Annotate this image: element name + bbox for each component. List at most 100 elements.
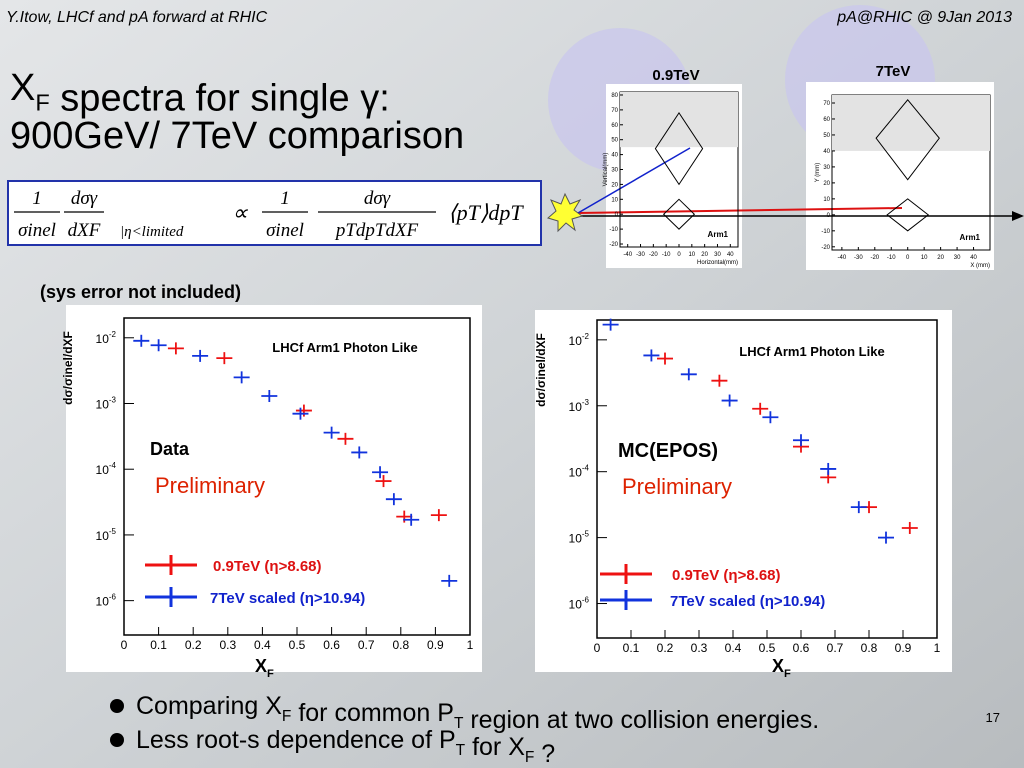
title-line2: 900GeV/ 7TeV comparison xyxy=(10,115,464,157)
y-tick-label: 50 xyxy=(823,133,830,139)
y-tick-label: 70 xyxy=(611,108,618,114)
formula-num: 1 xyxy=(280,188,290,209)
y-tick-label: 60 xyxy=(611,123,618,129)
formula-num: dσγ xyxy=(71,188,98,209)
tick-base: 10 xyxy=(569,466,583,480)
x-tick-label: -30 xyxy=(854,255,863,261)
y-tick-label: 10-4 xyxy=(569,464,590,480)
legend-label: 0.9TeV (η>8.68) xyxy=(672,567,781,584)
tick-base: 10 xyxy=(96,397,110,411)
x-tick-label: 0.1 xyxy=(623,641,640,655)
text-run: : xyxy=(379,78,390,120)
y-tick-label: 10-3 xyxy=(569,398,590,414)
plot-panel xyxy=(535,310,952,672)
data-point xyxy=(295,404,312,417)
y-tick-label: 0 xyxy=(827,213,831,219)
y-tick-label: 30 xyxy=(823,165,830,171)
x-tick-label: -10 xyxy=(887,255,896,261)
tower-small xyxy=(886,198,930,232)
y-tick-label: 10-4 xyxy=(96,461,117,477)
formula-text: |η<limited xyxy=(120,224,184,240)
x-tick-label: 20 xyxy=(701,252,708,258)
x-tick-label: -40 xyxy=(838,255,847,261)
y-tick-label: 50 xyxy=(611,138,618,144)
star xyxy=(546,192,584,233)
x-tick-label: 30 xyxy=(954,255,961,261)
text-run: for X xyxy=(465,733,525,761)
tick-exponent: -6 xyxy=(109,593,117,602)
formula-box xyxy=(7,180,542,246)
y-tick-label: -10 xyxy=(609,227,618,233)
formula-den: σinel xyxy=(18,220,56,241)
text-run: F xyxy=(267,668,274,680)
text-run: for common P xyxy=(291,699,454,727)
data-point xyxy=(721,394,738,407)
tick-exponent: -2 xyxy=(109,330,117,339)
text-run: X xyxy=(772,656,784,676)
tick-exponent: -4 xyxy=(109,461,117,470)
data-point xyxy=(233,371,250,384)
tower-large xyxy=(875,99,940,181)
annotation: Preliminary xyxy=(622,474,732,499)
text-run: X xyxy=(255,656,267,676)
chart-title: LHCf Arm1 Photon Like xyxy=(272,340,417,355)
x-tick-label: 0.6 xyxy=(323,638,340,652)
page-number: 17 xyxy=(986,710,1000,725)
tick-base: 10 xyxy=(569,598,583,612)
text-run: F xyxy=(282,708,291,725)
y-tick-label: 10 xyxy=(823,197,830,203)
tick-base: 10 xyxy=(569,532,583,546)
data-point xyxy=(292,407,309,420)
formula-den: σinel xyxy=(266,220,304,241)
data-point xyxy=(261,390,278,403)
y-axis-label: dσ/σinel/dXF xyxy=(61,331,75,405)
data-point xyxy=(901,521,918,534)
data-point xyxy=(323,426,340,439)
data-point xyxy=(711,374,728,387)
x-tick-label: 20 xyxy=(937,255,944,261)
y-tick-label: 10-5 xyxy=(569,530,590,546)
header-right: pA@RHIC @ 9Jan 2013 xyxy=(836,9,1012,26)
x-tick-label: -40 xyxy=(623,252,632,258)
tick-base: 10 xyxy=(96,595,110,609)
x-tick-label: 0.4 xyxy=(725,641,742,655)
data-point xyxy=(150,339,167,352)
data-point xyxy=(192,349,209,362)
data-point xyxy=(167,342,184,355)
x-tick-label: 0.6 xyxy=(793,641,810,655)
y-tick-label: 70 xyxy=(823,101,830,107)
data-point xyxy=(643,349,660,362)
x-tick-label: 0.3 xyxy=(219,638,236,652)
x-tick-label: 30 xyxy=(714,252,721,258)
x-tick-label: 0.8 xyxy=(861,641,878,655)
y-tick-label: 40 xyxy=(611,153,618,159)
beam-pipe-shadow xyxy=(620,92,738,148)
data-point xyxy=(680,368,697,381)
text-run: X xyxy=(10,67,35,109)
tick-exponent: -4 xyxy=(582,464,590,473)
tick-exponent: -5 xyxy=(582,530,590,539)
tick-base: 10 xyxy=(96,332,110,346)
annotation: Preliminary xyxy=(155,473,265,498)
text-run: F xyxy=(35,90,49,116)
text-run: F xyxy=(525,749,534,766)
data-point xyxy=(820,462,837,475)
y-tick-label: 20 xyxy=(611,182,618,188)
y-tick-label: -20 xyxy=(609,242,618,248)
tick-base: 10 xyxy=(569,334,583,348)
text-run: spectra for single xyxy=(50,78,360,120)
data-point xyxy=(657,352,673,365)
chart-title: LHCf Arm1 Photon Like xyxy=(739,344,884,359)
data-point xyxy=(216,352,233,365)
data-point xyxy=(375,475,392,488)
x-tick-label: 0.8 xyxy=(392,638,409,652)
y-tick-label: 0 xyxy=(615,212,619,218)
beam-blue xyxy=(577,147,691,214)
data-point xyxy=(878,531,894,544)
annotation: MC(EPOS) xyxy=(618,440,718,462)
y-axis-label: dσ/σinel/dXF xyxy=(534,333,548,407)
plot-panel xyxy=(66,305,482,672)
x-tick-label: 0 xyxy=(121,638,128,652)
bullet-dot xyxy=(110,733,124,747)
